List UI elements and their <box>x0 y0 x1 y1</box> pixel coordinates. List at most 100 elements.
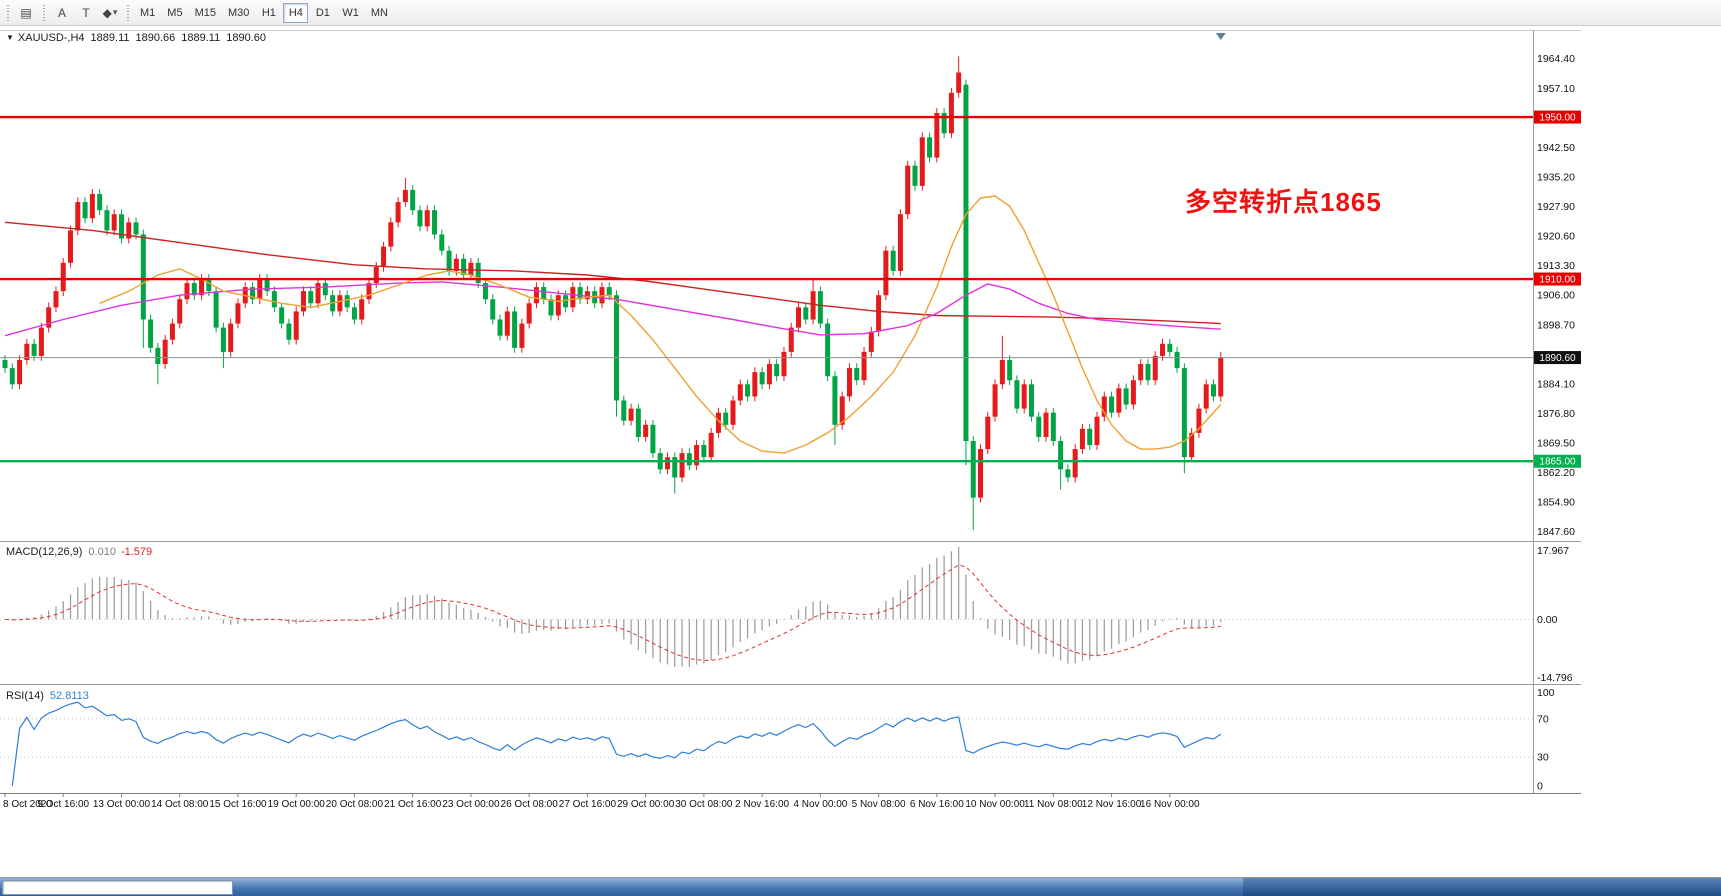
timeframe-m5-button[interactable]: M5 <box>162 3 187 23</box>
svg-text:26 Oct 08:00: 26 Oct 08:00 <box>501 799 559 810</box>
svg-text:0.00: 0.00 <box>1537 614 1558 626</box>
candles-layer <box>2 56 1224 531</box>
svg-text:8 Oct 2020: 8 Oct 2020 <box>3 799 52 810</box>
svg-text:1957.10: 1957.10 <box>1537 83 1575 95</box>
timeframe-h4-button[interactable]: H4 <box>283 2 309 23</box>
dropdown-arrow-icon: ▾ <box>112 7 118 17</box>
chart-list-glyph: ▤ <box>20 5 32 20</box>
macd-indicator-label: MACD(12,26,9) 0.010 -1.579 <box>6 546 152 558</box>
svg-text:1854.90: 1854.90 <box>1537 497 1575 509</box>
svg-text:1942.50: 1942.50 <box>1537 142 1575 154</box>
svg-text:1964.40: 1964.40 <box>1537 53 1575 65</box>
rsi-pane: 100 70 30 0 <box>0 687 1555 793</box>
timeframe-m30-button[interactable]: M30 <box>223 3 254 23</box>
chart-shift-marker-icon[interactable] <box>1215 33 1226 40</box>
macd-main-value: 0.010 <box>88 546 116 558</box>
rsi-value: 52.8113 <box>49 690 89 702</box>
svg-text:1884.10: 1884.10 <box>1537 378 1575 390</box>
pane-separators <box>0 30 1581 794</box>
svg-text:30: 30 <box>1537 752 1549 764</box>
hlines-layer[interactable] <box>0 115 1533 463</box>
svg-text:20 Oct 08:00: 20 Oct 08:00 <box>326 799 384 810</box>
svg-text:1890.60: 1890.60 <box>1539 353 1576 364</box>
svg-text:1910.00: 1910.00 <box>1539 275 1576 286</box>
svg-text:16 Nov 00:00: 16 Nov 00:00 <box>1140 799 1200 810</box>
svg-text:15 Oct 16:00: 15 Oct 16:00 <box>209 799 267 810</box>
price-pane[interactable] <box>0 56 1533 531</box>
svg-text:14 Oct 08:00: 14 Oct 08:00 <box>151 799 209 810</box>
timeframe-m15-button[interactable]: M15 <box>190 3 221 23</box>
svg-text:5 Nov 08:00: 5 Nov 08:00 <box>852 799 906 810</box>
timeframe-mn-button[interactable]: MN <box>366 3 393 23</box>
timeframe-w1-button[interactable]: W1 <box>337 3 364 23</box>
main-toolbar: ▤ A T ◆ ▾ M1 M5 M15 M30 H1 H4 D1 W1 MN <box>0 0 1721 26</box>
open-value: 1889.11 <box>90 32 130 44</box>
svg-text:1927.90: 1927.90 <box>1537 201 1575 213</box>
shapes-tool-icon[interactable]: ◆ ▾ <box>98 2 122 24</box>
svg-text:1898.70: 1898.70 <box>1537 319 1575 331</box>
macd-title: MACD(12,26,9) <box>6 546 83 558</box>
price-axis[interactable]: 1964.401957.101949.801942.501935.201927.… <box>1534 53 1581 538</box>
svg-text:21 Oct 16:00: 21 Oct 16:00 <box>384 799 442 810</box>
svg-text:2 Nov 16:00: 2 Nov 16:00 <box>735 799 789 810</box>
svg-text:1913.30: 1913.30 <box>1537 260 1575 272</box>
svg-text:1935.20: 1935.20 <box>1537 171 1575 183</box>
svg-text:1950.00: 1950.00 <box>1539 113 1576 124</box>
rsi-indicator-label: RSI(14) 52.8113 <box>6 690 89 702</box>
ma-slow-red <box>4 221 1221 325</box>
svg-text:10 Nov 00:00: 10 Nov 00:00 <box>965 799 1025 810</box>
chart-text-annotation[interactable]: 多空转折点1865 <box>1185 187 1382 217</box>
svg-text:30 Oct 08:00: 30 Oct 08:00 <box>675 799 733 810</box>
timeframe-d1-button[interactable]: D1 <box>310 3 335 23</box>
status-bar-right-segment <box>1243 878 1721 896</box>
svg-text:4 Nov 00:00: 4 Nov 00:00 <box>793 799 847 810</box>
macd-pane: 17.967 0.00 -14.796 <box>0 545 1573 684</box>
svg-text:100: 100 <box>1537 687 1555 699</box>
text-label-glyph: T <box>82 5 90 20</box>
svg-text:13 Oct 00:00: 13 Oct 00:00 <box>93 799 151 810</box>
svg-text:1862.20: 1862.20 <box>1537 467 1575 479</box>
svg-text:70: 70 <box>1537 713 1549 725</box>
symbol-collapse-icon[interactable]: ▼ <box>6 33 14 42</box>
ma-mid-magenta <box>4 281 1221 337</box>
macd-signal-value: -1.579 <box>120 546 153 558</box>
status-field <box>2 880 233 895</box>
timeframe-m1-button[interactable]: M1 <box>135 3 160 23</box>
svg-text:29 Oct 00:00: 29 Oct 00:00 <box>617 799 675 810</box>
shapes-glyph: ◆ <box>102 5 112 20</box>
svg-text:1869.50: 1869.50 <box>1537 438 1575 450</box>
svg-text:27 Oct 16:00: 27 Oct 16:00 <box>559 799 617 810</box>
high-value: 1890.66 <box>135 32 176 44</box>
symbol-period-label: XAUUSD-,H4 <box>17 32 85 44</box>
svg-text:19 Oct 00:00: 19 Oct 00:00 <box>268 799 326 810</box>
svg-text:1906.00: 1906.00 <box>1537 290 1575 302</box>
toolbar-grip[interactable] <box>127 4 129 21</box>
svg-text:12 Nov 16:00: 12 Nov 16:00 <box>1082 799 1142 810</box>
chart-list-icon[interactable]: ▤ <box>14 2 38 24</box>
toolbar-grip[interactable] <box>7 4 9 21</box>
svg-text:6 Nov 16:00: 6 Nov 16:00 <box>910 799 964 810</box>
svg-text:-14.796: -14.796 <box>1537 672 1573 684</box>
chart-svg: 17.967 0.00 -14.796 100 70 30 0 1964.40 1957.10 1… <box>0 30 1581 810</box>
text-label-tool-icon[interactable]: T <box>74 2 98 24</box>
timeframe-h1-button[interactable]: H1 <box>256 3 281 23</box>
chart-window[interactable]: 17.967 0.00 -14.796 100 70 30 0 1964.40 1957.10 1… <box>0 26 1721 877</box>
svg-text:17.967: 17.967 <box>1537 545 1569 557</box>
svg-text:1865.00: 1865.00 <box>1539 457 1576 468</box>
svg-text:1920.60: 1920.60 <box>1537 231 1575 243</box>
svg-text:11 Nov 08:00: 11 Nov 08:00 <box>1024 799 1083 810</box>
svg-text:9 Oct 16:00: 9 Oct 16:00 <box>37 799 89 810</box>
svg-text:1876.80: 1876.80 <box>1537 408 1575 420</box>
text-a-glyph: A <box>57 5 66 20</box>
moving-averages-layer <box>4 195 1222 454</box>
svg-text:0: 0 <box>1537 781 1543 793</box>
text-a-tool-icon[interactable]: A <box>50 2 74 24</box>
low-value: 1889.11 <box>181 32 221 44</box>
svg-text:1847.60: 1847.60 <box>1537 526 1575 538</box>
rsi-title: RSI(14) <box>6 690 44 702</box>
ohlc-header: ▼ XAUUSD-,H4 1889.11 1890.66 1889.11 1890.60 <box>6 32 272 44</box>
status-bar <box>0 877 1721 896</box>
toolbar-grip[interactable] <box>43 4 45 21</box>
close-value: 1890.60 <box>226 32 266 44</box>
